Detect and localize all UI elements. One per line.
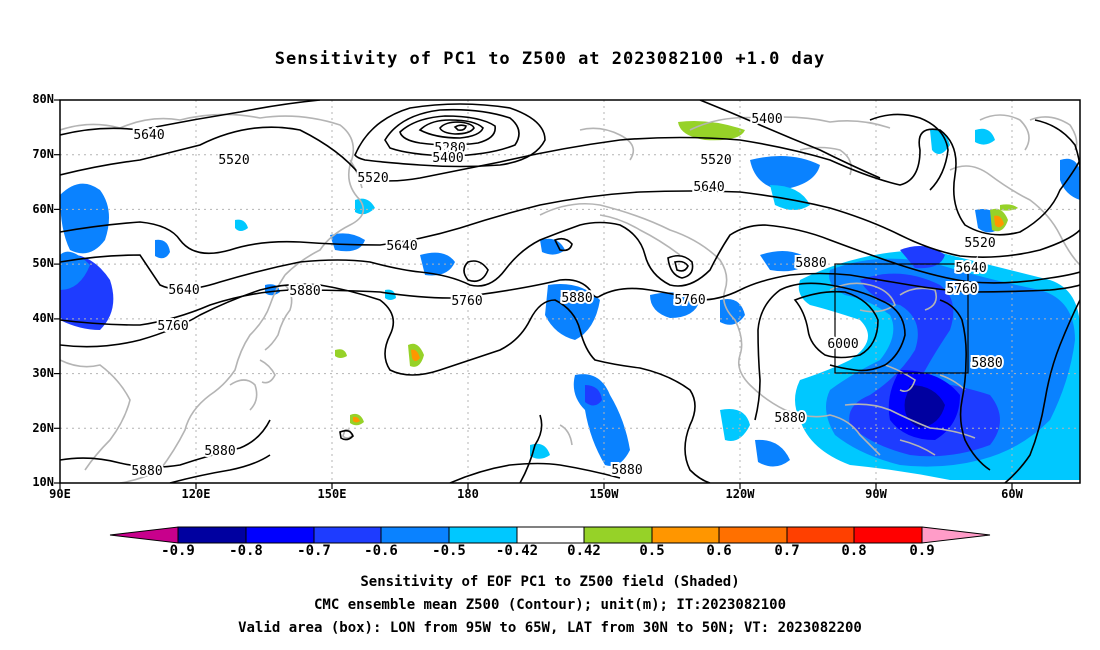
sensitivity-shading xyxy=(60,121,1080,480)
colorbar-label: -0.42 xyxy=(495,543,539,559)
contour-label: 5880 xyxy=(561,291,592,306)
caption-valid-area: Valid area (box): LON from 95W to 65W, L… xyxy=(238,620,862,636)
lon-label: 90W xyxy=(865,487,887,501)
contour-label: 5640 xyxy=(168,283,199,298)
grid-lines xyxy=(60,100,1080,483)
contour-label: 5760 xyxy=(451,294,482,309)
colorbar-swatch xyxy=(448,526,518,544)
colorbar xyxy=(109,526,991,544)
lat-label: 50N xyxy=(32,256,54,270)
lat-label: 10N xyxy=(32,475,54,489)
colorbar-swatch xyxy=(583,526,653,544)
colorbar-swatch xyxy=(313,526,382,544)
lon-label: 120E xyxy=(181,487,211,501)
colorbar-swatch xyxy=(921,526,991,544)
colorbar-label: 0.8 xyxy=(841,543,867,559)
contour-label: 5880 xyxy=(131,464,162,479)
contour-label: 5880 xyxy=(289,284,320,299)
lat-label: 40N xyxy=(32,311,54,325)
valid-area-box xyxy=(834,263,969,374)
colorbar-swatch xyxy=(853,526,923,544)
lat-label: 30N xyxy=(32,366,54,380)
contour-label: 5520 xyxy=(700,153,731,168)
contour-label: 5640 xyxy=(693,180,724,195)
lon-label: 180 xyxy=(457,487,479,501)
contour-label: 5880 xyxy=(774,411,805,426)
contour-label: 5760 xyxy=(946,282,977,297)
colorbar-label: -0.7 xyxy=(297,543,331,559)
colorbar-label: 0.42 xyxy=(567,543,601,559)
contour-label: 5880 xyxy=(971,356,1002,371)
contour-label: 6000 xyxy=(827,337,858,352)
colorbar-label: 0.5 xyxy=(639,543,665,559)
contour-label: 5520 xyxy=(964,236,995,251)
contour-labels: 5640 5520 5520 5280 5400 5400 5520 5640 … xyxy=(129,110,1004,481)
contour-label: 5520 xyxy=(357,171,388,186)
contour-label: 5640 xyxy=(386,239,417,254)
caption-shading: Sensitivity of EOF PC1 to Z500 field (Sh… xyxy=(360,574,740,590)
colorbar-swatch xyxy=(380,526,450,544)
colorbar-label: -0.9 xyxy=(161,543,195,559)
caption-contour: CMC ensemble mean Z500 (Contour); unit(m… xyxy=(313,597,786,613)
lon-label: 90E xyxy=(49,487,71,501)
lon-label: 120W xyxy=(725,487,755,501)
lon-label: 60W xyxy=(1001,487,1023,501)
colorbar-label: -0.8 xyxy=(229,543,263,559)
lon-label: 150E xyxy=(317,487,347,501)
contour-label: 5400 xyxy=(432,151,463,166)
map-title: Sensitivity of PC1 to Z500 at 2023082100… xyxy=(274,49,826,69)
axis-ticks xyxy=(54,99,1013,489)
lat-label: 20N xyxy=(32,421,54,435)
colorbar-swatch xyxy=(718,526,788,544)
colorbar-swatch xyxy=(651,526,720,544)
colorbar-label: -0.6 xyxy=(364,543,398,559)
contour-label: 5280 xyxy=(434,141,465,156)
colorbar-swatch xyxy=(516,526,585,544)
colorbar-swatch xyxy=(177,526,247,544)
z500-contours xyxy=(60,100,1080,483)
contour-label: 5880 xyxy=(611,463,642,478)
contour-label: 5760 xyxy=(157,319,188,334)
colorbar-label: 0.7 xyxy=(774,543,800,559)
contour-label: 5760 xyxy=(674,293,705,308)
map-border xyxy=(59,99,1081,484)
contour-label: 5400 xyxy=(751,112,782,127)
contour-label: 5880 xyxy=(795,256,826,271)
colorbar-swatch xyxy=(109,526,179,544)
colorbar-label: -0.5 xyxy=(432,543,466,559)
lat-label: 60N xyxy=(32,202,54,216)
contour-label: 5880 xyxy=(204,444,235,459)
colorbar-label: 0.6 xyxy=(706,543,732,559)
contour-label: 5640 xyxy=(955,261,986,276)
lat-label: 80N xyxy=(32,92,54,106)
colorbar-swatch xyxy=(245,526,315,544)
lon-label: 150W xyxy=(589,487,619,501)
colorbar-label: 0.9 xyxy=(909,543,935,559)
contour-label: 5640 xyxy=(133,128,164,143)
contour-label: 5520 xyxy=(218,153,249,168)
lat-label: 70N xyxy=(32,147,54,161)
colorbar-swatch xyxy=(786,526,855,544)
